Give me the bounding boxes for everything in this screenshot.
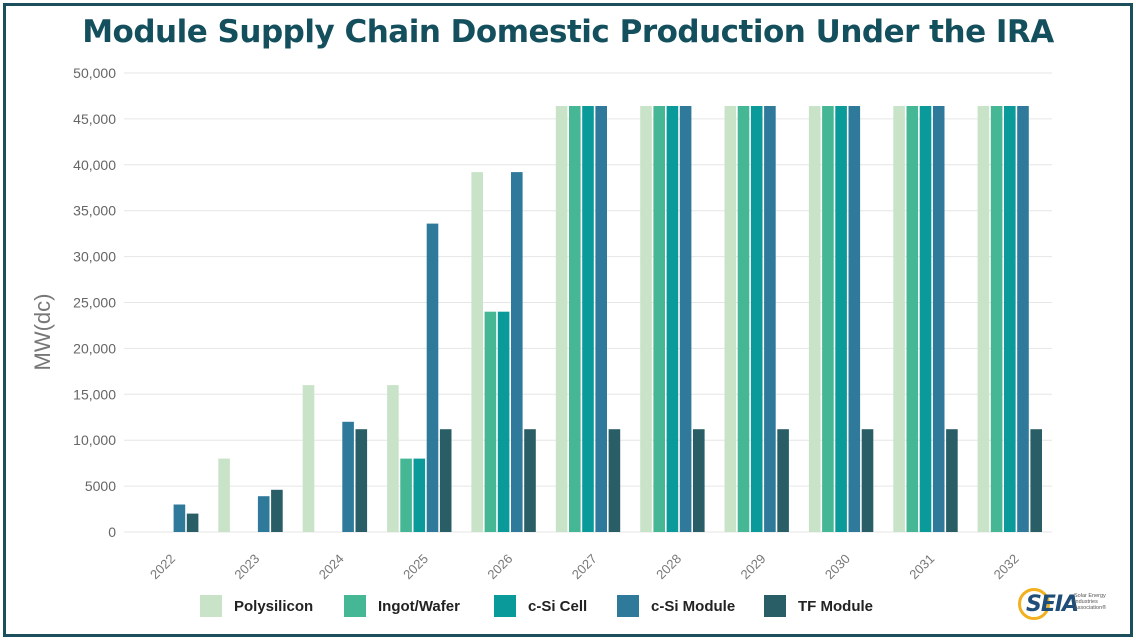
bar-tf-module-2030 — [861, 429, 874, 532]
y-tick-label: 15,000 — [73, 386, 116, 402]
x-tick-label: 2025 — [400, 551, 431, 582]
bar-ingot-wafer-2031 — [906, 106, 919, 532]
bar-tf-module-2025 — [439, 429, 452, 532]
bar-polysilicon-2030 — [808, 106, 821, 532]
bar-polysilicon-2031 — [893, 106, 905, 532]
y-tick-label: 0 — [108, 524, 116, 540]
legend-item-polysilicon: Polysilicon — [200, 592, 313, 620]
bar-c-si-cell-2031 — [919, 106, 932, 532]
bar-c-si-cell-2028 — [666, 106, 679, 532]
bar-polysilicon-2024 — [302, 385, 315, 532]
y-tick-label: 40,000 — [73, 157, 116, 173]
bar-ingot-wafer-2025 — [400, 458, 412, 532]
y-tick-label: 30,000 — [73, 249, 116, 265]
bars — [173, 106, 1042, 532]
y-axis-ticks: 0 5000 10,000 15,000 20,000 25,000 30,000 35,00… — [73, 65, 116, 540]
bar-c-si-cell-2026 — [497, 311, 510, 532]
x-axis-ticks: 2022 2023 2024 2025 2026 2027 2028 2029 2030 2031… — [147, 551, 1022, 582]
bar-c-si-cell-2025 — [413, 458, 426, 532]
y-tick-label: 45,000 — [73, 111, 116, 127]
y-tick-label: 10,000 — [73, 432, 116, 448]
seia-logo: SEIA Solar Energy Industries Association… — [1016, 586, 1116, 626]
bar-polysilicon-2023 — [218, 458, 230, 532]
x-tick-label: 2024 — [316, 551, 347, 582]
x-tick-label: 2031 — [906, 551, 937, 582]
bar-tf-module-2023 — [271, 489, 283, 532]
y-tick-label: 20,000 — [73, 340, 116, 356]
bar-c-si-module-2027 — [595, 106, 607, 532]
bar-c-si-module-2028 — [679, 106, 692, 532]
bar-c-si-module-2025 — [426, 223, 439, 532]
legend-swatch — [617, 595, 639, 617]
legend-label: c-Si Cell — [528, 597, 588, 615]
bar-polysilicon-2027 — [555, 106, 568, 532]
legend-item-c-si-cell: c-Si Cell — [494, 592, 587, 620]
x-tick-label: 2029 — [738, 551, 769, 582]
bar-ingot-wafer-2026 — [484, 311, 497, 532]
bar-tf-module-2032 — [1030, 429, 1042, 532]
legend: Polysilicon Ingot/Wafer c-Si Cell c-Si Modu… — [0, 592, 1136, 620]
legend-swatch — [764, 595, 786, 617]
y-axis-label: MW(dc) — [30, 294, 55, 371]
x-tick-label: 2028 — [653, 551, 684, 582]
bar-c-si-module-2029 — [764, 106, 776, 532]
chart-title: Module Supply Chain Domestic Production … — [82, 14, 1054, 50]
bar-tf-module-2031 — [946, 429, 958, 532]
bar-c-si-module-2030 — [848, 106, 861, 532]
legend-item-c-si-module: c-Si Module — [617, 592, 735, 620]
bar-ingot-wafer-2029 — [737, 106, 750, 532]
bar-ingot-wafer-2027 — [569, 106, 581, 532]
bar-tf-module-2022 — [186, 513, 199, 532]
y-tick-label: 50,000 — [73, 65, 116, 81]
x-tick-label: 2032 — [991, 551, 1022, 582]
bar-c-si-cell-2029 — [750, 106, 763, 532]
legend-label: Ingot/Wafer — [378, 597, 460, 615]
bar-c-si-cell-2027 — [582, 106, 594, 532]
legend-swatch — [200, 595, 222, 617]
bar-c-si-module-2026 — [511, 172, 523, 532]
legend-item-tf-module: TF Module — [764, 592, 873, 620]
bar-c-si-cell-2032 — [1004, 106, 1016, 532]
x-tick-label: 2022 — [147, 551, 178, 582]
logo-text: SEIA — [1026, 592, 1079, 617]
bar-tf-module-2026 — [524, 429, 536, 532]
bar-tf-module-2029 — [777, 429, 789, 532]
legend-label: Polysilicon — [234, 597, 314, 615]
legend-label: c-Si Module — [651, 597, 736, 615]
x-tick-label: 2026 — [484, 551, 515, 582]
bar-polysilicon-2026 — [471, 172, 483, 532]
bar-ingot-wafer-2028 — [653, 106, 665, 532]
logo-subtext: Solar Energy Industries Association® — [1074, 593, 1107, 611]
bar-polysilicon-2025 — [387, 385, 399, 532]
bar-c-si-module-2023 — [257, 496, 270, 532]
x-tick-label: 2023 — [231, 551, 262, 582]
bar-c-si-module-2032 — [1017, 106, 1029, 532]
y-tick-label: 25,000 — [73, 295, 116, 311]
bar-c-si-module-2031 — [932, 106, 945, 532]
legend-item-ingot-wafer: Ingot/Wafer — [344, 592, 460, 620]
legend-swatch — [494, 595, 516, 617]
bar-ingot-wafer-2030 — [822, 106, 834, 532]
x-tick-label: 2027 — [569, 551, 600, 582]
bar-c-si-module-2022 — [173, 504, 186, 532]
bar-tf-module-2024 — [355, 429, 368, 532]
bar-c-si-module-2024 — [342, 421, 354, 532]
legend-label: TF Module — [798, 597, 873, 615]
bar-tf-module-2027 — [608, 429, 621, 532]
legend-swatch — [344, 595, 366, 617]
x-tick-label: 2030 — [822, 551, 853, 582]
bar-tf-module-2028 — [693, 429, 705, 532]
bar-ingot-wafer-2032 — [990, 106, 1003, 532]
bar-polysilicon-2028 — [640, 106, 652, 532]
bar-polysilicon-2032 — [977, 106, 990, 532]
bar-polysilicon-2029 — [724, 106, 737, 532]
sun-icon — [1018, 588, 1050, 620]
y-tick-label: 35,000 — [73, 203, 116, 219]
y-tick-label: 5000 — [85, 478, 116, 494]
bar-c-si-cell-2030 — [835, 106, 847, 532]
